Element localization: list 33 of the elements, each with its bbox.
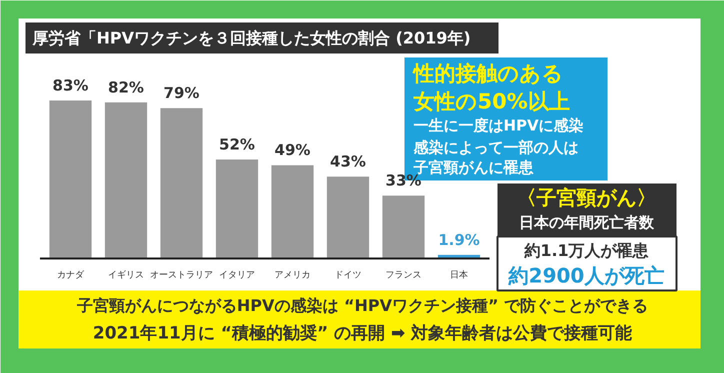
text: 約1.1万人が罹患 [523,241,650,260]
data-label: 79% [164,84,200,102]
bar [326,176,370,258]
data-label: 52% [219,136,255,154]
x-tick-label: カナダ [57,270,85,280]
x-tick-label: オーストラリア [150,270,213,280]
bar [160,108,203,258]
x-tick-label: フランス [386,270,422,280]
bar [49,100,92,258]
data-label: 1.9% [438,230,480,249]
text: 2021年11月に “積極的勧奨” の再開 ➡ 対象年齢者は公費で接種可能 [92,324,632,344]
bar [104,102,148,258]
x-tick-label: イギリス [108,270,144,280]
text: 日本の年間死亡者数 [519,214,655,232]
x-tick-label: アメリカ [274,270,310,280]
data-label: 43% [330,152,366,171]
data-label: 83% [52,76,88,94]
x-tick-label: ドイツ [334,270,362,280]
text: 〈子宮頸がん〉 [516,186,656,210]
data-label: 82% [108,78,144,96]
x-tick-label: イタリア [219,270,255,280]
annotation: 女性の50%以上 [412,90,570,114]
bar [382,196,425,258]
annotation: 感染によって一部の人は [412,138,578,156]
text: 子宮頸がんにつながるHPVの感染は “HPVワクチン接種” で防ぐことができる [76,296,648,315]
x-tick-label: 日本 [450,270,468,280]
data-label: 49% [274,141,310,160]
text: 性的接触のある [412,62,564,86]
chart-title: 厚労省「HPVワクチンを３回接種した女性の割合 (2019年) [32,28,471,48]
bar [271,165,314,258]
text: 約2900人が死亡 [508,264,664,288]
annotation: 一生に一度はHPVに感染 [414,116,584,134]
bar [216,160,258,258]
